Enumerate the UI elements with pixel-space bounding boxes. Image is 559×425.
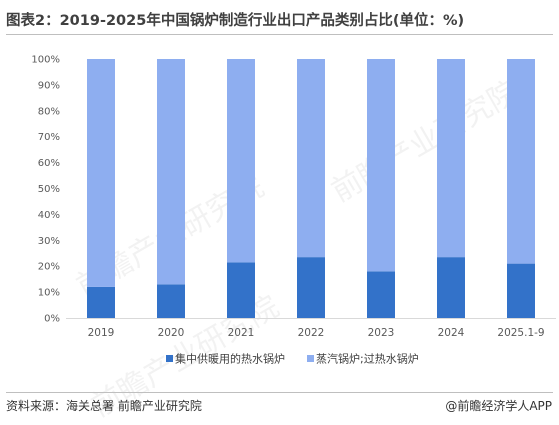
bar-hot-water-2019 bbox=[87, 286, 115, 318]
brand-label: @前瞻经济学人APP bbox=[445, 399, 552, 413]
bar-steam-2020 bbox=[157, 59, 185, 285]
y-tick-label: 80% bbox=[38, 106, 60, 117]
bar-hot-water-2021 bbox=[227, 262, 255, 318]
bar-steam-2024 bbox=[437, 59, 465, 258]
watermark-text: 前瞻产业研究院 bbox=[326, 74, 525, 209]
y-tick-label: 100% bbox=[31, 55, 60, 66]
source-note: 资料来源：海关总署 前瞻产业研究院 bbox=[6, 399, 202, 413]
x-tick-label: 2022 bbox=[298, 327, 325, 339]
bar-hot-water-2024 bbox=[437, 257, 465, 318]
bar-steam-2023 bbox=[367, 59, 395, 272]
title-divider bbox=[6, 34, 553, 35]
bar-steam-2021 bbox=[227, 59, 255, 263]
y-axis: 0% 10% 20% 30% 40% 50% 60% 70% 80% 90% 100% bbox=[31, 55, 60, 325]
y-tick-label: 20% bbox=[38, 262, 60, 273]
x-tick-label: 2020 bbox=[158, 327, 185, 339]
legend-label: 蒸汽锅炉;过热水锅炉 bbox=[316, 352, 419, 366]
bars bbox=[87, 59, 535, 318]
x-tick-label: 2025.1-9 bbox=[497, 327, 544, 339]
x-axis: 2019 2020 2021 2022 2023 2024 2025.1-9 bbox=[66, 318, 556, 339]
y-tick-label: 10% bbox=[38, 288, 60, 299]
x-tick-label: 2023 bbox=[368, 327, 395, 339]
y-tick-label: 70% bbox=[38, 132, 60, 143]
legend: 集中供暖用的热水锅炉 蒸汽锅炉;过热水锅炉 bbox=[166, 352, 419, 366]
y-tick-label: 90% bbox=[38, 80, 60, 91]
y-tick-label: 60% bbox=[38, 158, 60, 169]
y-tick-label: 30% bbox=[38, 236, 60, 247]
bar-steam-2022 bbox=[297, 59, 325, 258]
chart-title: 图表2：2019-2025年中国锅炉制造行业出口产品类别占比(单位：%) bbox=[6, 13, 465, 29]
bar-hot-water-2022 bbox=[297, 257, 325, 318]
legend-swatch bbox=[307, 355, 314, 362]
y-tick-label: 40% bbox=[38, 210, 60, 221]
bar-steam-2019 bbox=[87, 59, 115, 287]
x-tick-label: 2024 bbox=[438, 327, 465, 339]
y-tick-label: 50% bbox=[38, 184, 60, 195]
bar-steam-2025.1-9 bbox=[507, 59, 535, 264]
bar-hot-water-2020 bbox=[157, 284, 185, 318]
x-tick-label: 2021 bbox=[228, 327, 255, 339]
bar-hot-water-2025.1-9 bbox=[507, 263, 535, 318]
y-tick-label: 0% bbox=[44, 314, 60, 325]
x-tick-label: 2019 bbox=[88, 327, 115, 339]
legend-label: 集中供暖用的热水锅炉 bbox=[175, 352, 285, 366]
legend-swatch bbox=[166, 355, 173, 362]
footer-divider bbox=[6, 392, 553, 393]
bar-hot-water-2023 bbox=[367, 271, 395, 318]
